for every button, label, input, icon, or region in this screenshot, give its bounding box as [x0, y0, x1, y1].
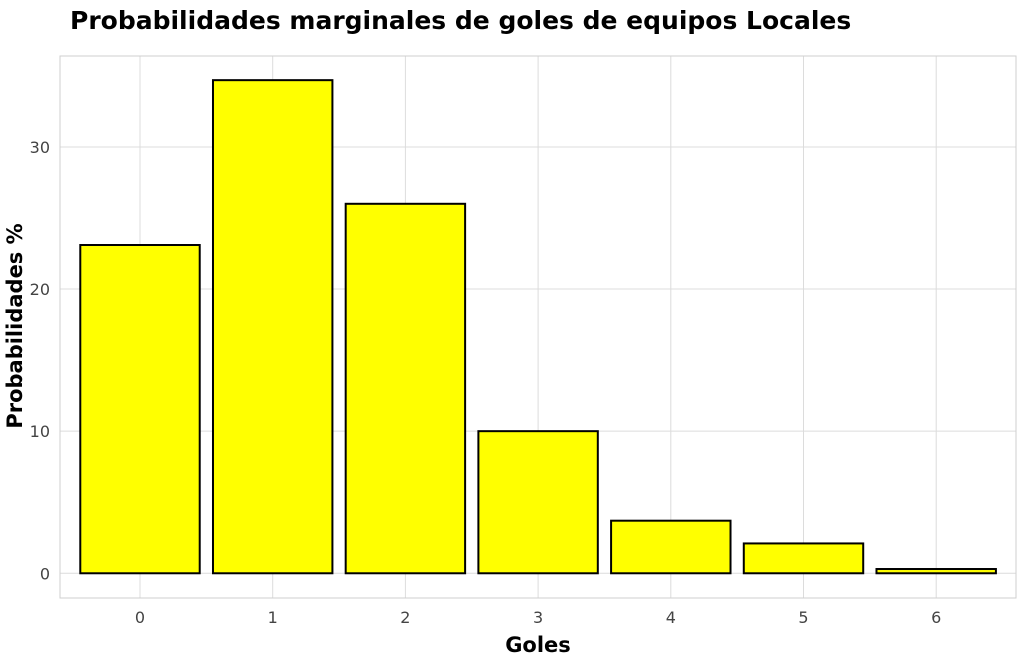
x-tick-label: 3 — [533, 608, 543, 627]
x-tick-label: 5 — [798, 608, 808, 627]
y-tick-label: 20 — [30, 280, 50, 299]
x-tick-label: 4 — [666, 608, 676, 627]
x-axis-ticks: 0 1 2 3 4 5 6 — [135, 608, 941, 627]
bar-goles-2 — [344, 202, 467, 575]
x-tick-label: 2 — [400, 608, 410, 627]
bar-goles-3 — [477, 430, 599, 575]
y-tick-label: 30 — [30, 138, 50, 157]
chart-title: Probabilidades marginales de goles de eq… — [70, 6, 851, 35]
x-tick-label: 0 — [135, 608, 145, 627]
y-axis-ticks: 0 10 20 30 — [30, 138, 50, 583]
bar-goles-1 — [211, 79, 334, 575]
bar-goles-4 — [610, 519, 732, 575]
bar-goles-6 — [875, 568, 997, 575]
plot-panel — [59, 55, 1017, 599]
bars — [79, 79, 997, 575]
bar-goles-5 — [742, 542, 865, 575]
y-tick-label: 10 — [30, 422, 50, 441]
y-axis-title: Probabilidades % — [3, 223, 27, 428]
x-tick-label: 1 — [268, 608, 278, 627]
x-axis-title: Goles — [505, 633, 571, 656]
bar-goles-0 — [79, 244, 201, 575]
y-tick-label: 0 — [40, 564, 50, 583]
x-tick-label: 6 — [931, 608, 941, 627]
